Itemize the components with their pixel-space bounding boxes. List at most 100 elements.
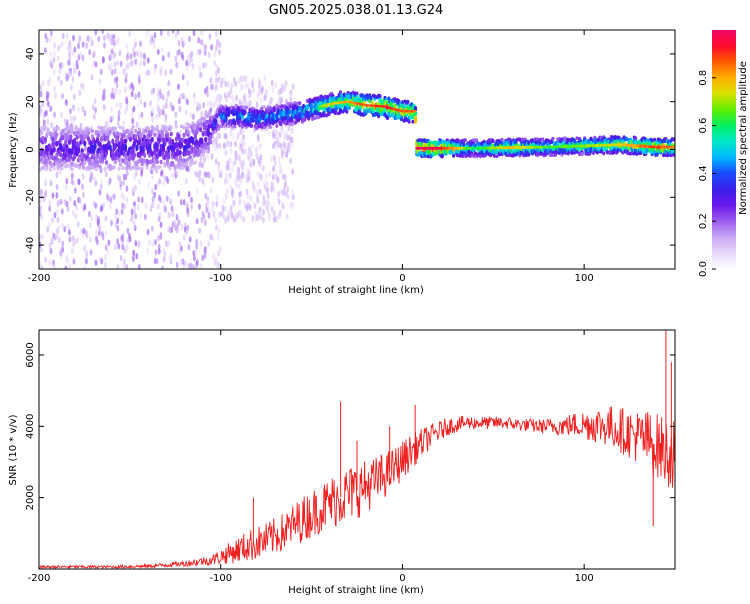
noise-cell bbox=[81, 105, 85, 113]
spectral-cell bbox=[144, 128, 148, 133]
spectral-core bbox=[672, 145, 675, 149]
noise-cell bbox=[211, 141, 215, 149]
spectral-cell bbox=[538, 137, 542, 142]
spectral-cell bbox=[625, 136, 629, 142]
noise-cell bbox=[146, 247, 150, 254]
spectral-cell bbox=[407, 119, 411, 124]
noise-cell bbox=[200, 110, 204, 118]
noise-cell bbox=[112, 193, 116, 200]
noise-cell bbox=[42, 119, 46, 126]
spectral-cell bbox=[160, 130, 164, 135]
noise-cell bbox=[65, 33, 69, 40]
noise-cell bbox=[39, 246, 43, 253]
spectral-cell bbox=[295, 101, 299, 106]
noise-cell bbox=[274, 82, 278, 89]
noise-cell bbox=[214, 158, 218, 165]
spectral-cell bbox=[462, 141, 466, 147]
noise-cell bbox=[238, 198, 242, 206]
noise-cell bbox=[214, 145, 218, 152]
spectral-cell bbox=[541, 137, 545, 141]
noise-cell bbox=[65, 72, 68, 80]
spectral-cell bbox=[64, 127, 68, 132]
spectral-cell bbox=[127, 160, 131, 166]
noise-cell bbox=[247, 93, 251, 100]
noise-cell bbox=[53, 42, 57, 49]
noise-cell bbox=[50, 236, 53, 244]
noise-cell bbox=[134, 93, 138, 100]
noise-cell bbox=[282, 189, 286, 197]
noise-cell bbox=[124, 72, 128, 79]
spectral-cell bbox=[200, 137, 204, 144]
spectral-cell bbox=[575, 149, 579, 154]
noise-cell bbox=[201, 254, 205, 262]
noise-cell bbox=[98, 78, 102, 85]
spectral-cell bbox=[50, 150, 54, 156]
spectral-cell bbox=[136, 159, 140, 164]
noise-cell bbox=[243, 99, 247, 106]
noise-cell bbox=[192, 113, 195, 120]
spectral-cell bbox=[116, 134, 120, 140]
colorbar-tick-label: 0.8 bbox=[698, 70, 709, 86]
noise-cell bbox=[158, 212, 162, 219]
noise-cell bbox=[204, 44, 207, 51]
noise-cell bbox=[134, 58, 138, 65]
spectral-cell bbox=[608, 151, 612, 155]
noise-cell bbox=[251, 215, 255, 222]
noise-cell bbox=[212, 101, 216, 109]
noise-cell bbox=[192, 92, 196, 99]
spectral-cell bbox=[112, 165, 116, 170]
spectral-cell bbox=[83, 134, 87, 140]
noise-cell bbox=[91, 104, 95, 111]
noise-cell bbox=[283, 133, 286, 141]
spectral-cell bbox=[201, 130, 205, 137]
spectral-cell bbox=[46, 130, 50, 135]
noise-cell bbox=[153, 32, 157, 39]
noise-cell bbox=[121, 243, 125, 251]
spectral-cell bbox=[191, 136, 195, 144]
noise-cell bbox=[255, 146, 259, 153]
noise-cell bbox=[106, 193, 109, 200]
noise-cell bbox=[217, 250, 221, 257]
spectral-cell bbox=[195, 138, 199, 146]
spectral-cell bbox=[406, 99, 410, 104]
noise-cell bbox=[68, 236, 72, 243]
spectral-cell bbox=[233, 124, 237, 129]
noise-cell bbox=[73, 187, 77, 194]
noise-cell bbox=[110, 219, 113, 227]
noise-cell bbox=[120, 208, 124, 215]
noise-cell bbox=[44, 256, 48, 264]
x-tick-label: 0 bbox=[399, 273, 405, 284]
noise-cell bbox=[223, 142, 226, 149]
noise-cell bbox=[52, 259, 55, 267]
noise-cell bbox=[203, 156, 206, 163]
noise-cell bbox=[215, 200, 219, 208]
noise-cell bbox=[159, 231, 163, 239]
noise-cell bbox=[60, 111, 63, 119]
spectral-cell bbox=[46, 127, 50, 132]
noise-cell bbox=[162, 179, 165, 187]
noise-cell bbox=[82, 227, 86, 235]
noise-cell bbox=[81, 54, 85, 62]
noise-cell bbox=[53, 211, 57, 219]
spectral-cell bbox=[111, 126, 115, 131]
spectral-cell bbox=[75, 134, 79, 140]
noise-cell bbox=[263, 75, 267, 82]
noise-cell bbox=[248, 204, 252, 211]
noise-cell bbox=[193, 98, 197, 106]
noise-cell bbox=[213, 59, 217, 67]
noise-cell bbox=[268, 130, 271, 137]
noise-cell bbox=[48, 221, 52, 229]
noise-cell bbox=[122, 119, 126, 127]
noise-cell bbox=[195, 218, 199, 225]
noise-cell bbox=[100, 178, 103, 185]
noise-cell bbox=[286, 134, 289, 141]
noise-cell bbox=[49, 180, 53, 187]
spectral-cell bbox=[137, 166, 142, 171]
noise-cell bbox=[190, 196, 193, 204]
noise-cell bbox=[46, 100, 50, 108]
spectral-cell bbox=[527, 140, 531, 146]
noise-cell bbox=[137, 74, 141, 81]
noise-cell bbox=[39, 241, 42, 248]
noise-cell bbox=[49, 105, 53, 113]
spectral-cell bbox=[520, 137, 524, 142]
